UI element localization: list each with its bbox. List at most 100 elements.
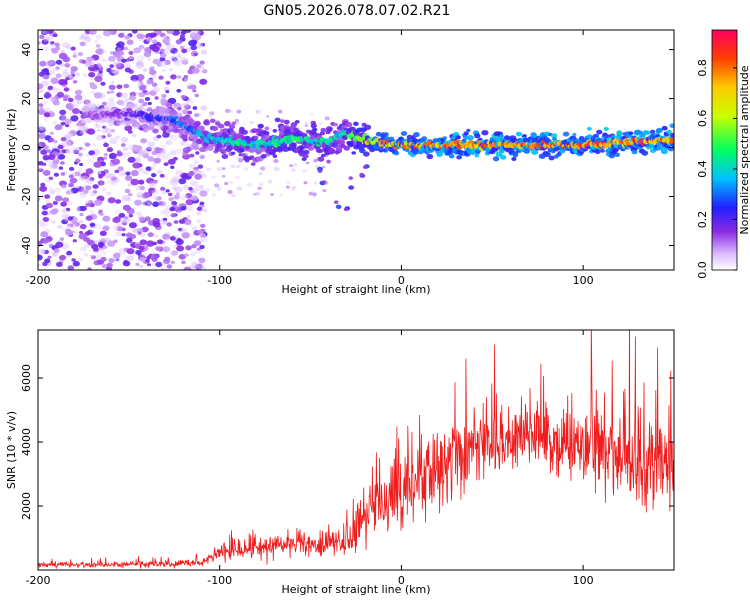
spectrogram-dot (58, 254, 67, 261)
spectrogram-dot (113, 252, 121, 259)
spectrogram-dot (43, 68, 49, 73)
y-tick-label: 20 (20, 92, 33, 106)
spectrogram-dot (264, 126, 270, 131)
spectrogram-dot (107, 197, 116, 204)
spectrogram-dot (280, 119, 285, 123)
spectrogram-dot (124, 216, 128, 220)
spectrogram-dot (101, 187, 107, 192)
spectrogram-dot (42, 217, 50, 222)
spectrogram-dot (152, 86, 160, 93)
spectrogram-dot (121, 233, 126, 237)
spectrogram-dot (436, 151, 443, 157)
spectrogram-dot (90, 90, 96, 95)
spectrogram-dot (170, 177, 179, 183)
spectrogram-dot (78, 219, 84, 224)
spectrogram-dot (88, 65, 97, 72)
spectrogram-dot (70, 66, 78, 72)
spectrogram-dot (125, 175, 133, 181)
spectrogram-dot (82, 125, 89, 130)
spectrogram-dot (137, 231, 142, 235)
spectrogram-dot (65, 124, 70, 128)
spectrogram-dot (208, 114, 213, 118)
spectrogram-dot (90, 255, 96, 260)
spectrogram-dot (100, 106, 107, 112)
spectrogram-dot (48, 162, 56, 169)
spectrogram-dot (195, 151, 200, 155)
spectrogram-dot (113, 120, 121, 126)
spectrogram-dot (524, 149, 531, 154)
spectrogram-dot (466, 135, 474, 141)
snr-y-label: SNR (10 * v/v) (5, 411, 18, 489)
spectrogram-dot (45, 202, 54, 209)
x-tick-label: 0 (398, 574, 405, 587)
spectrogram-dot (66, 200, 74, 206)
spectrogram-dot (191, 262, 200, 269)
spectrogram-dot (114, 169, 120, 174)
spectrogram-dot (82, 127, 89, 132)
spectrogram-dot (85, 142, 91, 147)
spectrogram-dot (216, 166, 223, 172)
spectrogram-dot (173, 220, 179, 224)
spectrogram-dot (304, 124, 308, 127)
spectrogram-dot (67, 265, 75, 270)
spectrogram-dot (151, 39, 158, 44)
spectrogram-dot (48, 189, 55, 195)
spectrogram-dot (212, 175, 216, 179)
spectrogram-dot (272, 154, 278, 158)
spectrogram-dot (180, 206, 187, 211)
spectrogram-dot (61, 213, 70, 220)
spectrogram-dot (50, 77, 59, 84)
spectrogram-dot (146, 240, 155, 247)
spectrogram-dot (93, 92, 103, 99)
spectrogram-dot (52, 252, 59, 257)
spectrogram-dot (118, 213, 126, 218)
spectrogram-dot (356, 141, 363, 146)
spectrogram-dot (65, 190, 71, 195)
spectrogram-dot (185, 193, 193, 199)
y-tick-label: 6000 (20, 364, 33, 392)
spectrogram-dot (47, 159, 53, 164)
spectrogram-dot (164, 41, 171, 47)
spectrogram-dot (463, 131, 469, 136)
spectrogram-dot (40, 89, 44, 93)
spectrogram-dot (146, 78, 154, 85)
spectrogram-dot (40, 182, 46, 187)
spectrogram-dot (53, 172, 60, 177)
spectrogram-dot (66, 132, 74, 138)
spectrogram-dot (169, 206, 176, 212)
spectrogram-dot (111, 158, 120, 165)
spectrogram-dot (87, 158, 94, 164)
spectrogram-dot (187, 171, 194, 177)
spectrogram-dot (102, 117, 107, 122)
spectrogram-dot (122, 204, 131, 211)
spectrogram-dot (317, 153, 321, 156)
spectrogram-dot (320, 127, 327, 133)
spectrogram-dot (55, 59, 63, 65)
spectrogram-dot (218, 123, 225, 129)
spectrogram-dot (109, 64, 115, 68)
spectrogram-dot (67, 97, 74, 103)
spectrogram-dot (198, 257, 206, 264)
spectrogram-dot (157, 124, 164, 130)
spectrogram-dot (80, 129, 87, 135)
spectrogram-dot (89, 30, 97, 35)
spectrogram-dot (180, 194, 188, 201)
spectrogram-dot (46, 30, 54, 34)
spectrogram-dot (94, 119, 100, 124)
spectrogram-dot (140, 138, 148, 144)
spectrogram-dot (147, 57, 152, 61)
spectrogram-dot (85, 168, 94, 175)
spectrogram-dot (132, 162, 141, 169)
spectrogram-dot (160, 186, 166, 191)
spectrogram-dot (221, 167, 226, 171)
spectrogram-dot (243, 167, 249, 171)
spectrogram-dot (190, 251, 197, 257)
spectrogram-dot (85, 215, 93, 221)
spectrogram-dot (128, 222, 137, 229)
spectrogram-dot (57, 79, 67, 86)
spectrogram-dot (559, 149, 566, 154)
spectrogram-dot (108, 258, 115, 263)
spectrogram-dot (139, 149, 147, 155)
spectrogram-dot (255, 110, 260, 114)
spectrogram-dot (152, 162, 157, 167)
